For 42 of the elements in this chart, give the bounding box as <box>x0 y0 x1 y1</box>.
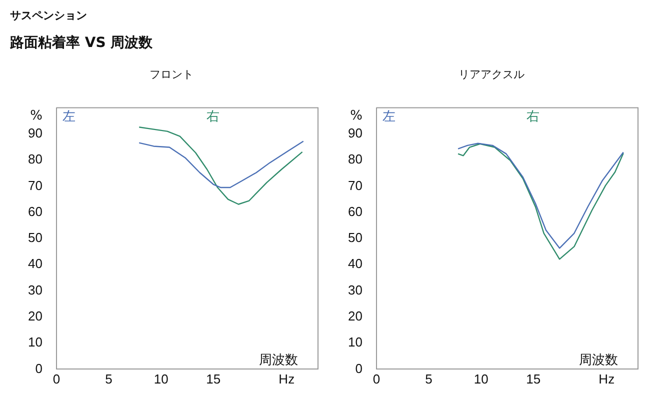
y-tick-label: 20 <box>348 308 362 324</box>
y-tick-label: 80 <box>28 152 42 167</box>
y-tick-label: 10 <box>348 334 362 350</box>
y-tick-label: 90 <box>348 126 362 141</box>
y-tick-label: 30 <box>28 282 42 298</box>
x-tick-label: Hz <box>278 372 295 387</box>
y-tick-label: 50 <box>28 230 42 246</box>
chart-title: フロント <box>148 67 194 83</box>
x-tick-label: 15 <box>206 372 221 387</box>
x-axis-title: 周波数 <box>579 353 618 368</box>
text: 右 <box>526 110 540 125</box>
y-tick-label: 30 <box>348 282 362 298</box>
y-tick-label: 60 <box>28 204 42 219</box>
y-axis-title: % <box>30 108 42 124</box>
y-tick-label: 60 <box>348 204 362 219</box>
y-axis-title: % <box>350 108 362 124</box>
text: 右 <box>206 110 220 125</box>
y-tick-label: 10 <box>28 334 42 350</box>
text: サスペンション <box>10 8 87 23</box>
x-tick-label: Hz <box>598 372 615 387</box>
y-tick-label: 40 <box>348 256 362 272</box>
text: 左 <box>62 110 76 125</box>
y-tick-label: 40 <box>28 256 42 272</box>
x-tick-label: 15 <box>526 372 541 387</box>
y-tick-label: 80 <box>348 152 362 167</box>
x-tick-label: 10 <box>474 372 488 387</box>
y-tick-label: 70 <box>348 178 362 193</box>
text: 路面粘着率 VS 周波数 <box>10 34 153 52</box>
y-tick-label: 0 <box>35 360 42 376</box>
text: 左 <box>382 110 396 125</box>
y-tick-label: 0 <box>355 360 362 376</box>
x-tick-label: 0 <box>52 372 60 387</box>
y-tick-label: 50 <box>348 230 362 246</box>
y-tick-label: 20 <box>28 308 42 324</box>
x-tick-label: 10 <box>154 372 168 387</box>
x-tick-label: 0 <box>372 372 380 387</box>
y-tick-label: 70 <box>28 178 42 193</box>
x-axis-title: 周波数 <box>259 353 298 368</box>
chart-title: リアアクスル <box>458 67 526 83</box>
x-tick-label: 5 <box>105 372 112 387</box>
y-tick-label: 90 <box>28 126 42 141</box>
x-tick-label: 5 <box>425 372 432 387</box>
